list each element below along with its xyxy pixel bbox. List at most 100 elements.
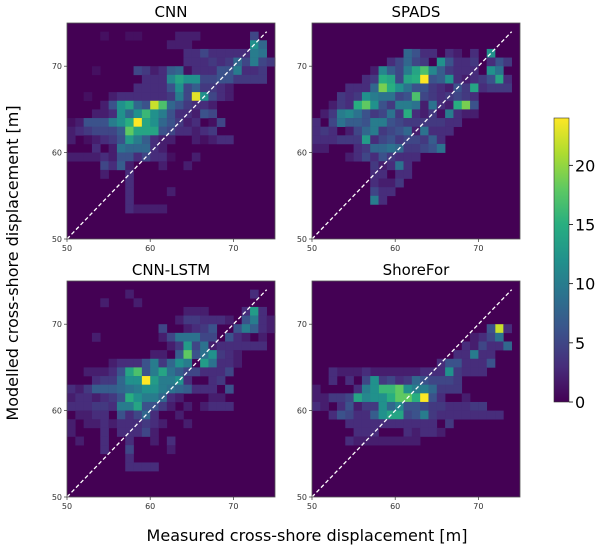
histogram-bin xyxy=(436,135,446,145)
histogram-bin xyxy=(353,118,363,127)
colorbar: 0 5 10 15 20 xyxy=(553,117,595,412)
histogram-bin xyxy=(108,358,118,368)
histogram-bin xyxy=(503,74,512,84)
histogram-bin xyxy=(225,57,234,67)
histogram-bin xyxy=(125,393,134,403)
y-tick-label: 60 xyxy=(52,149,62,158)
histogram-bin xyxy=(453,109,463,119)
histogram-bin xyxy=(411,419,421,429)
histogram-bin xyxy=(445,358,454,368)
histogram-bin xyxy=(445,118,454,127)
histogram-bin xyxy=(403,376,413,385)
histogram-bin xyxy=(166,83,176,93)
histogram-bin xyxy=(166,376,176,385)
histogram-bin xyxy=(361,100,371,110)
histogram-bin xyxy=(420,83,429,93)
histogram-bin xyxy=(395,109,404,119)
histogram-bin xyxy=(266,324,276,334)
histogram-bin xyxy=(150,436,159,446)
histogram-bin xyxy=(378,393,388,403)
histogram-bin xyxy=(403,126,413,136)
histogram-bin xyxy=(158,100,168,110)
histogram-bin xyxy=(108,367,118,377)
histogram-bin xyxy=(470,332,479,342)
histogram-bin xyxy=(420,410,429,420)
histogram-bin xyxy=(386,178,396,188)
histogram-bin xyxy=(353,393,363,403)
panel-title: CNN-LSTM xyxy=(132,261,210,279)
histogram-bin xyxy=(91,135,101,145)
histogram-bin xyxy=(378,135,388,145)
histogram-bin xyxy=(370,384,379,394)
histogram-bin xyxy=(445,100,454,110)
histogram-bin xyxy=(345,367,354,377)
histogram-bin xyxy=(158,376,168,385)
histogram-bin xyxy=(436,143,446,153)
histogram-bin xyxy=(428,135,438,145)
histogram-bin xyxy=(453,367,463,377)
histogram-bin xyxy=(395,66,404,76)
histogram-bin xyxy=(411,100,421,110)
histogram-bin xyxy=(411,135,421,145)
histogram-bin xyxy=(141,401,151,411)
histogram-bin xyxy=(403,427,413,437)
histogram-bin xyxy=(175,83,184,93)
histogram-bin xyxy=(183,118,193,127)
histogram-bin xyxy=(453,401,463,411)
histogram-bin xyxy=(436,126,446,136)
histogram-bin xyxy=(312,126,321,136)
histogram-bin xyxy=(83,118,93,127)
histogram-bin xyxy=(225,66,234,76)
colorbar-tick-label: 15 xyxy=(575,216,595,235)
histogram-bin xyxy=(395,393,404,403)
histogram-bin xyxy=(150,358,159,368)
histogram-bin xyxy=(116,152,126,162)
histogram-bin xyxy=(208,324,218,334)
histogram-bin xyxy=(166,109,176,119)
histogram-bin xyxy=(141,135,151,145)
histogram-bin xyxy=(436,384,446,394)
histogram-bin xyxy=(370,427,379,437)
histogram-bin xyxy=(328,109,338,119)
histogram-bin xyxy=(83,419,93,429)
histogram-bin xyxy=(166,332,176,342)
histogram-bin xyxy=(158,401,168,411)
histogram-bin xyxy=(158,66,168,76)
histogram-bin xyxy=(361,410,371,420)
histogram-bin xyxy=(420,74,429,84)
histogram-bin xyxy=(361,92,371,102)
histogram-bin xyxy=(336,135,346,145)
histogram-bin xyxy=(336,92,346,102)
histogram-bin xyxy=(133,358,143,368)
histogram-bin xyxy=(361,135,371,145)
histogram-bin xyxy=(420,118,429,127)
histogram-bin xyxy=(486,410,496,420)
histogram-bin xyxy=(461,66,471,76)
histogram-bin xyxy=(175,31,184,41)
histogram-bin xyxy=(150,410,159,420)
histogram-bin xyxy=(67,427,76,437)
histogram-bin xyxy=(233,57,243,67)
histogram-bin xyxy=(191,324,201,334)
x-tick-label: 60 xyxy=(390,502,400,511)
histogram-bin xyxy=(75,393,84,403)
histogram-bin xyxy=(478,74,488,84)
histogram-bin xyxy=(395,126,404,136)
histogram-bin xyxy=(345,410,354,420)
histogram-bin xyxy=(378,178,388,188)
histogram-bin xyxy=(436,410,446,420)
histogram-bin xyxy=(83,152,93,162)
histogram-bin xyxy=(370,178,379,188)
histogram-bin xyxy=(200,126,209,136)
histogram-bin xyxy=(378,83,388,93)
histogram-bin xyxy=(370,195,379,205)
histogram-bin xyxy=(353,135,363,145)
histogram-bin xyxy=(191,74,201,84)
histogram-bin xyxy=(133,143,143,153)
histogram-bin xyxy=(403,410,413,420)
histogram-bin xyxy=(233,74,243,84)
histogram-bin xyxy=(411,109,421,119)
histogram-bin xyxy=(345,436,354,446)
histogram-bin xyxy=(353,410,363,420)
